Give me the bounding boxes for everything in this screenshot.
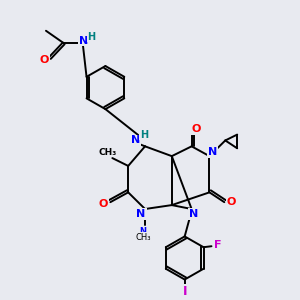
Text: N: N — [130, 136, 140, 146]
Text: O: O — [192, 124, 201, 134]
Text: O: O — [39, 55, 49, 65]
Text: N: N — [189, 209, 198, 219]
Text: H: H — [88, 32, 96, 42]
Text: O: O — [226, 197, 236, 207]
Text: N: N — [208, 147, 217, 157]
Text: O: O — [99, 199, 108, 209]
Text: CH₃: CH₃ — [98, 148, 116, 157]
Text: N: N — [136, 209, 146, 219]
Text: N: N — [79, 36, 88, 46]
Text: N: N — [140, 227, 147, 236]
Text: H: H — [140, 130, 148, 140]
Text: I: I — [182, 285, 187, 298]
Text: CH₃: CH₃ — [135, 232, 151, 242]
Text: F: F — [214, 240, 221, 250]
